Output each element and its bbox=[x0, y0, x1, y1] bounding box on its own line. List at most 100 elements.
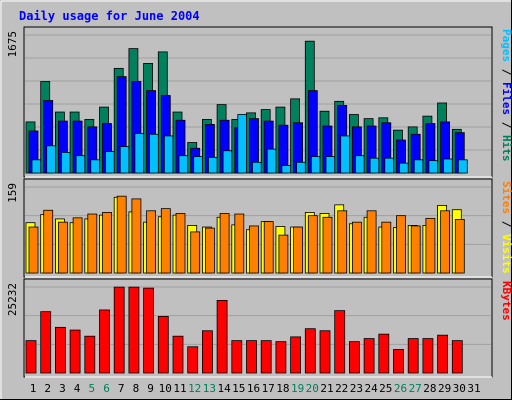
bar-kbytes-day-19 bbox=[290, 336, 302, 374]
bar-kbytes-day-28 bbox=[422, 338, 434, 374]
bar-pages-day-22 bbox=[340, 135, 351, 174]
day-label: 31 bbox=[467, 382, 480, 395]
bar-sites-day-15 bbox=[234, 213, 245, 274]
day-label: 2 bbox=[44, 382, 51, 395]
bar-kbytes-day-8 bbox=[128, 286, 140, 374]
day-axis-labels: 1 2 3 4 5 6 7 8 9 10 11 12 13 14 15 16 17 18 19 20 21 22 23 24 2… bbox=[30, 382, 481, 395]
bar-pages-day-5 bbox=[90, 159, 101, 174]
bar-sites-day-24 bbox=[366, 210, 377, 274]
panel-series-label: Pages / Files / Hits bbox=[500, 29, 512, 162]
bar-sites-day-9 bbox=[146, 210, 157, 274]
bar-kbytes-day-17 bbox=[260, 340, 272, 374]
bar-sites-day-10 bbox=[160, 208, 171, 274]
bar-kbytes-day-4 bbox=[69, 329, 81, 374]
series-label-hits: Hits bbox=[500, 135, 512, 162]
bar-kbytes-day-7 bbox=[113, 286, 125, 374]
day-label: 21 bbox=[320, 382, 333, 395]
bar-sites-day-30 bbox=[454, 219, 465, 274]
bar-kbytes-day-11 bbox=[172, 335, 184, 374]
bar-sites-day-4 bbox=[72, 217, 83, 274]
day-label: 17 bbox=[262, 382, 275, 395]
bar-kbytes-day-1 bbox=[25, 340, 37, 374]
bar-sites-day-22 bbox=[337, 210, 348, 274]
series-label-separator: / bbox=[500, 62, 512, 82]
day-label: 10 bbox=[159, 382, 172, 395]
bar-kbytes-day-29 bbox=[437, 334, 449, 374]
bar-kbytes-day-25 bbox=[378, 333, 390, 374]
bar-kbytes-day-14 bbox=[216, 300, 228, 374]
bar-sites-day-6 bbox=[102, 212, 112, 274]
bar-pages-day-19 bbox=[296, 161, 307, 174]
bar-sites-day-2 bbox=[43, 209, 54, 274]
bar-kbytes-day-16 bbox=[246, 340, 257, 374]
bar-sites-day-25 bbox=[381, 221, 392, 274]
day-label: 3 bbox=[59, 382, 66, 395]
day-label: 6 bbox=[103, 382, 110, 395]
bar-pages-day-30 bbox=[457, 159, 468, 174]
day-label: 1 bbox=[30, 382, 37, 395]
bar-kbytes-day-12 bbox=[187, 346, 199, 374]
bar-pages-day-4 bbox=[75, 155, 86, 174]
bar-pages-day-29 bbox=[443, 158, 454, 174]
bar-pages-day-13 bbox=[207, 156, 218, 174]
bar-pages-day-27 bbox=[413, 159, 424, 174]
bar-pages-day-6 bbox=[105, 151, 115, 174]
day-label: 13 bbox=[203, 382, 216, 395]
bar-pages-day-20 bbox=[310, 156, 321, 174]
bar-kbytes-day-27 bbox=[407, 338, 419, 374]
panel-max-label: 1675 bbox=[6, 31, 19, 58]
bar-pages-day-1 bbox=[31, 159, 42, 174]
bar-kbytes-day-18 bbox=[275, 341, 287, 374]
bar-pages-day-18 bbox=[281, 165, 292, 174]
bar-kbytes-day-3 bbox=[55, 326, 66, 374]
bar-pages-day-9 bbox=[149, 133, 160, 174]
day-label: 9 bbox=[147, 382, 154, 395]
bar-pages-day-3 bbox=[61, 152, 71, 174]
bar-sites-day-14 bbox=[219, 213, 230, 274]
day-label: 15 bbox=[232, 382, 245, 395]
day-label: 11 bbox=[173, 382, 186, 395]
bar-pages-day-16 bbox=[252, 161, 262, 174]
bar-sites-day-28 bbox=[425, 217, 436, 274]
day-label: 27 bbox=[409, 382, 422, 395]
bar-pages-day-23 bbox=[354, 155, 365, 174]
day-label: 12 bbox=[188, 382, 201, 395]
series-label-pages: Pages bbox=[500, 29, 512, 62]
bar-kbytes-day-13 bbox=[201, 330, 213, 374]
series-label-separator: / bbox=[500, 214, 512, 234]
day-label: 22 bbox=[335, 382, 348, 395]
day-label: 18 bbox=[276, 382, 289, 395]
hits-files-pages-panel: 1675 Pages / Files / Hits bbox=[6, 26, 512, 178]
bar-sites-day-13 bbox=[204, 227, 215, 274]
day-label: 30 bbox=[453, 382, 466, 395]
bar-kbytes-day-5 bbox=[84, 335, 96, 374]
bar-sites-day-1 bbox=[28, 226, 39, 274]
day-label: 4 bbox=[74, 382, 81, 395]
panel-series-label: Sites / Visits bbox=[500, 181, 512, 274]
bar-sites-day-23 bbox=[351, 221, 362, 274]
day-label: 14 bbox=[217, 382, 231, 395]
bar-sites-day-17 bbox=[263, 221, 274, 274]
bar-sites-day-20 bbox=[307, 215, 318, 274]
series-label-visits: Visits bbox=[500, 234, 512, 274]
bar-sites-day-26 bbox=[396, 215, 406, 274]
day-label: 23 bbox=[350, 382, 363, 395]
bar-pages-day-17 bbox=[266, 148, 277, 174]
day-label: 28 bbox=[423, 382, 436, 395]
bar-kbytes-day-22 bbox=[334, 310, 346, 374]
bar-kbytes-day-20 bbox=[304, 328, 316, 374]
bar-pages-day-28 bbox=[428, 160, 439, 174]
bar-kbytes-day-15 bbox=[231, 340, 243, 374]
bar-pages-day-24 bbox=[369, 157, 380, 174]
bar-pages-day-8 bbox=[134, 133, 145, 174]
bar-sites-day-11 bbox=[175, 213, 186, 274]
chart-title: Daily usage for June 2004 bbox=[19, 9, 200, 23]
series-label-sites: Sites bbox=[500, 181, 512, 214]
day-label: 16 bbox=[247, 382, 260, 395]
day-label: 5 bbox=[88, 382, 95, 395]
bar-kbytes-day-9 bbox=[143, 287, 155, 374]
bar-sites-day-3 bbox=[58, 221, 68, 274]
bar-sites-day-7 bbox=[116, 195, 127, 274]
day-label: 19 bbox=[291, 382, 304, 395]
